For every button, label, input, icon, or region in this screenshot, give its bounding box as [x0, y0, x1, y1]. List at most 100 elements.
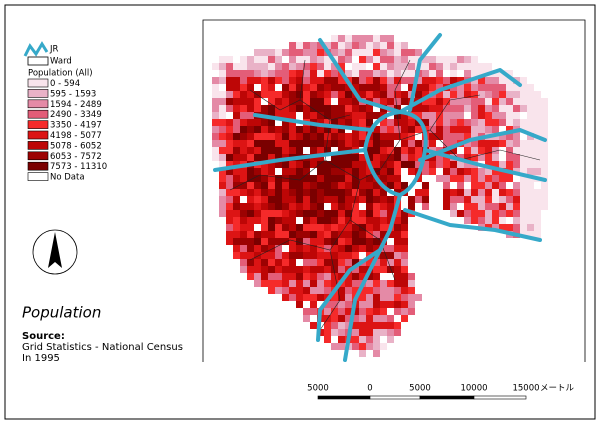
grid-cell — [478, 203, 485, 210]
grid-cell — [219, 77, 226, 84]
grid-cell — [317, 182, 324, 189]
grid-cell — [219, 196, 226, 203]
grid-cell — [331, 133, 338, 140]
grid-cell — [331, 224, 338, 231]
grid-cell — [387, 119, 394, 126]
grid-cell — [240, 70, 247, 77]
grid-cell — [485, 147, 492, 154]
grid-cell — [485, 140, 492, 147]
legend-label: 7573 - 11310 — [50, 162, 107, 172]
grid-cell — [387, 98, 394, 105]
grid-cell — [261, 147, 268, 154]
grid-cell — [443, 182, 450, 189]
grid-cell — [303, 77, 310, 84]
grid-cell — [380, 301, 387, 308]
grid-cell — [387, 329, 394, 336]
grid-cell — [471, 217, 478, 224]
grid-cell — [520, 203, 527, 210]
grid-cell — [499, 112, 506, 119]
legend-label: No Data — [50, 173, 85, 183]
grid-cell — [373, 287, 380, 294]
grid-cell — [464, 133, 471, 140]
grid-cell — [359, 35, 366, 42]
grid-cell — [282, 175, 289, 182]
grid-cell — [261, 273, 268, 280]
grid-cell — [471, 210, 478, 217]
grid-cell — [415, 49, 422, 56]
grid-cell — [212, 77, 219, 84]
grid-cell — [366, 231, 373, 238]
grid-cell — [226, 238, 233, 245]
grid-cell — [450, 161, 457, 168]
grid-cell — [324, 63, 331, 70]
grid-cell — [401, 147, 408, 154]
grid-cell — [331, 217, 338, 224]
grid-cell — [359, 112, 366, 119]
grid-cell — [394, 84, 401, 91]
grid-cell — [520, 98, 527, 105]
grid-cell — [450, 203, 457, 210]
grid-cell — [478, 217, 485, 224]
grid-cell — [282, 112, 289, 119]
grid-cell — [394, 273, 401, 280]
grid-cell — [408, 287, 415, 294]
grid-cell — [366, 84, 373, 91]
grid-cell — [289, 189, 296, 196]
grid-cell — [338, 182, 345, 189]
grid-cell — [310, 112, 317, 119]
grid-cell — [233, 217, 240, 224]
grid-cell — [282, 140, 289, 147]
grid-cell — [520, 224, 527, 231]
grid-cell — [366, 301, 373, 308]
grid-cell — [443, 112, 450, 119]
grid-cell — [380, 168, 387, 175]
grid-cell — [240, 231, 247, 238]
grid-cell — [254, 105, 261, 112]
grid-cell — [373, 35, 380, 42]
grid-cell — [520, 168, 527, 175]
grid-cell — [331, 168, 338, 175]
grid-cell — [401, 231, 408, 238]
grid-cell — [303, 273, 310, 280]
grid-cell — [275, 273, 282, 280]
grid-cell — [240, 259, 247, 266]
grid-cell — [366, 70, 373, 77]
grid-cell — [422, 91, 429, 98]
grid-cell — [317, 280, 324, 287]
grid-cell — [485, 154, 492, 161]
grid-cell — [394, 217, 401, 224]
grid-cell — [289, 287, 296, 294]
grid-cell — [450, 77, 457, 84]
grid-cell — [499, 196, 506, 203]
grid-cell — [345, 203, 352, 210]
grid-cell — [324, 238, 331, 245]
grid-cell — [366, 259, 373, 266]
grid-cell — [499, 84, 506, 91]
grid-cell — [303, 182, 310, 189]
grid-cell — [345, 140, 352, 147]
grid-cell — [296, 126, 303, 133]
grid-cell — [219, 98, 226, 105]
grid-cell — [499, 140, 506, 147]
grid-cell — [359, 329, 366, 336]
grid-cell — [373, 301, 380, 308]
grid-cell — [464, 210, 471, 217]
grid-cell — [352, 252, 359, 259]
grid-cell — [282, 70, 289, 77]
source-line: Grid Statistics - National Census — [22, 342, 183, 353]
grid-cell — [296, 133, 303, 140]
grid-cell — [450, 70, 457, 77]
grid-cell — [499, 175, 506, 182]
grid-cell — [254, 238, 261, 245]
grid-cell — [247, 63, 254, 70]
grid-cell — [373, 140, 380, 147]
grid-cell — [478, 105, 485, 112]
grid-cell — [380, 315, 387, 322]
grid-cell — [317, 77, 324, 84]
grid-cell — [492, 98, 499, 105]
grid-cell — [485, 210, 492, 217]
grid-cell — [401, 294, 408, 301]
grid-cell — [394, 77, 401, 84]
grid-cell — [289, 70, 296, 77]
grid-cell — [401, 126, 408, 133]
